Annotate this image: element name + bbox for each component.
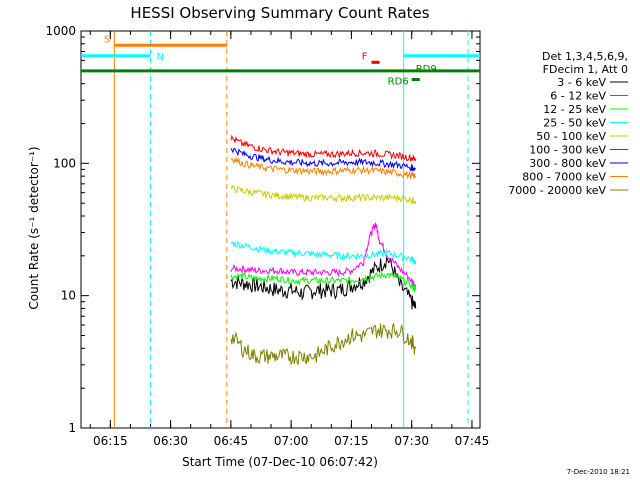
flag-label: S [104,34,110,45]
plot-area: 06:15 06:30 06:45 07:00 07:15 07:30 07:45 1 10 10… [45,24,489,448]
legend-entry-label: 3 - 6 keV [557,76,606,89]
legend-entry-label: 7000 - 20000 keV [508,184,606,197]
chart-title: HESSI Observing Summary Count Rates [130,4,429,22]
x-tick-label: 07:30 [394,434,429,448]
x-tick-label: 06:45 [214,434,249,448]
series-line-5 [230,134,417,162]
series-line-7 [230,156,417,180]
legend-entry-label: 25 - 50 keV [543,117,606,130]
flag-label: N [157,52,164,63]
legend-title-line: FDecim 1, Att 0 [543,63,628,76]
y-tick-label: 1 [68,421,76,435]
x-tick-label: 07:15 [334,434,369,448]
plot-frame [80,30,481,429]
x-tick-label: 06:15 [93,434,128,448]
flag-label: RD6 [388,77,409,88]
y-tick-label: 100 [53,156,76,170]
legend-entry-label: 300 - 800 keV [529,157,606,170]
x-tick-label: 06:30 [153,434,188,448]
legend-entry-label: 100 - 300 keV [529,144,606,157]
legend-title-line: Det 1,3,4,5,6,9, [542,50,628,63]
series-line-2 [230,270,417,293]
legend: Det 1,3,4,5,6,9,FDecim 1, Att 03 - 6 keV… [508,50,628,197]
series-line-3 [230,241,417,266]
flag-label: F [362,51,368,62]
legend-entry-label: 800 - 7000 keV [522,171,606,184]
y-tick-label: 1000 [45,24,76,38]
series-line-1 [230,222,416,289]
x-tick-label: 07:00 [274,434,309,448]
legend-entry-label: 6 - 12 keV [550,90,606,103]
timestamp: 7-Dec-2010 18:21 [567,468,630,476]
series-line-6 [230,147,416,172]
x-axis-label: Start Time (07-Dec-10 06:07:42) [182,455,378,469]
y-tick-label: 10 [61,289,76,303]
series-line-0 [230,256,417,310]
series-line-8 [230,323,416,366]
flag-label: RD9 [416,64,437,75]
x-tick-label: 07:45 [455,434,490,448]
series-line-4 [230,184,417,205]
legend-entry-label: 50 - 100 keV [536,130,606,143]
y-axis-label: Count Rate (s⁻¹ detector⁻¹) [27,146,41,309]
legend-entry-label: 12 - 25 keV [543,103,606,116]
